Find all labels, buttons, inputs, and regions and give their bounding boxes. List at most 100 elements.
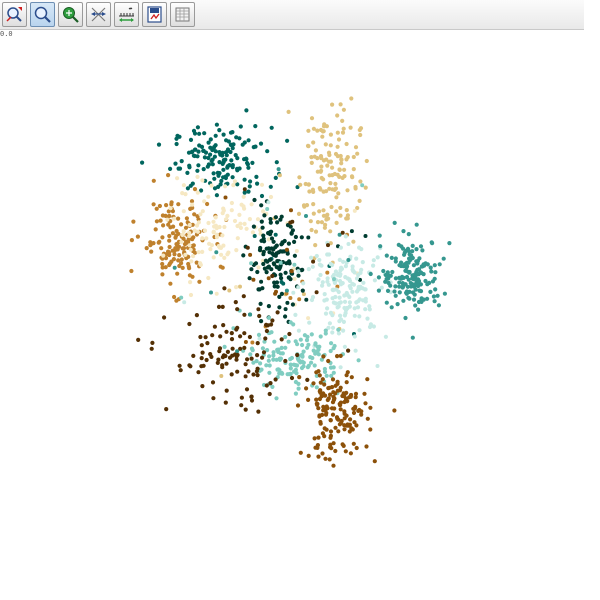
- scatter-point: [241, 194, 246, 199]
- scatter-point: [358, 132, 363, 138]
- scatter-point: [392, 220, 397, 225]
- data-table-button[interactable]: [170, 2, 195, 27]
- scatter-point: [238, 334, 243, 339]
- scatter-point: [298, 337, 303, 342]
- scatter-point: [235, 369, 240, 374]
- scatter-point: [341, 328, 346, 333]
- scatter-point: [307, 189, 312, 194]
- scatter-point: [283, 334, 288, 340]
- scatter-point: [200, 350, 205, 355]
- scatter-point: [262, 213, 267, 218]
- scatter-point: [268, 381, 273, 386]
- scatter-point: [235, 223, 240, 229]
- scatter-point: [333, 269, 338, 274]
- scatter-point: [279, 291, 284, 296]
- scatter-point: [363, 296, 368, 301]
- scatter-point: [296, 211, 302, 216]
- scatter-point: [230, 130, 235, 135]
- scatter-point: [442, 291, 447, 296]
- scatter-point: [316, 277, 321, 282]
- scatter-point: [247, 276, 252, 281]
- scatter-point: [348, 417, 353, 422]
- scatter-point: [335, 154, 340, 159]
- scatter-point: [235, 156, 240, 161]
- scatter-point: [335, 130, 340, 135]
- scatter-point: [221, 243, 226, 248]
- scatter-point: [247, 184, 252, 189]
- scatter-point: [160, 272, 165, 277]
- scatter-point: [351, 410, 357, 415]
- scatter-point: [261, 350, 267, 355]
- scatter-point: [413, 287, 418, 292]
- scatter-point: [265, 207, 270, 211]
- scatter-point: [230, 146, 235, 151]
- scatter-point: [360, 260, 365, 265]
- scatter-point: [371, 324, 376, 329]
- plot-area[interactable]: [0, 40, 584, 600]
- scatter-point: [356, 272, 361, 277]
- scatter-point: [338, 407, 343, 412]
- scatter-point: [392, 289, 397, 294]
- scatter-point: [314, 385, 319, 390]
- scatter-point: [200, 236, 205, 241]
- scatter-point: [140, 160, 145, 165]
- axis-settings-icon: [119, 7, 134, 22]
- pan-button[interactable]: [58, 2, 83, 27]
- scatter-point: [202, 131, 207, 136]
- scatter-point: [405, 284, 410, 289]
- scatter-point: [213, 223, 218, 228]
- scatter-point: [204, 236, 209, 241]
- scatter-point: [175, 247, 180, 252]
- scatter-point: [235, 168, 240, 173]
- scatter-point: [384, 253, 389, 258]
- save-figure-button[interactable]: [142, 2, 167, 27]
- scatter-point: [223, 400, 228, 405]
- scatter-point: [283, 358, 288, 364]
- scatter-point: [168, 166, 173, 171]
- zoom-in-out-button[interactable]: [2, 2, 27, 27]
- scatter-point: [293, 312, 298, 317]
- scatter-point: [383, 279, 388, 284]
- scatter-point: [313, 243, 318, 248]
- scatter-point: [353, 186, 358, 191]
- scatter-point: [312, 154, 317, 159]
- scatter-point: [256, 287, 261, 292]
- axis-settings-button[interactable]: [114, 2, 139, 27]
- zoom-button[interactable]: [30, 2, 55, 27]
- scatter-point: [357, 127, 362, 133]
- scatter-point: [430, 241, 435, 246]
- scatter-point: [298, 360, 303, 365]
- scatter-point: [190, 274, 195, 279]
- scatter-point: [322, 366, 327, 372]
- scatter-point: [298, 450, 303, 455]
- scatter-point: [321, 189, 326, 194]
- scatter-point: [420, 248, 425, 253]
- scatter-point: [336, 304, 341, 309]
- scatter-point: [250, 230, 255, 235]
- scatter-point: [416, 279, 422, 284]
- scatter-point: [233, 300, 238, 305]
- scatter-point: [196, 250, 201, 255]
- scatter-point: [234, 135, 239, 140]
- scatter-point: [261, 261, 266, 267]
- scatter-point: [195, 125, 200, 130]
- scatter-point: [342, 427, 347, 432]
- scatter-point: [347, 294, 352, 300]
- scatter-point: [173, 161, 178, 166]
- scatter-point: [238, 124, 243, 129]
- scatter-point: [283, 270, 288, 275]
- scatter-point: [263, 336, 268, 341]
- scatter-point: [274, 243, 279, 248]
- scatter-point: [181, 236, 186, 241]
- scatter-point: [384, 300, 389, 305]
- scatter-point: [267, 315, 271, 320]
- scatter-point: [359, 412, 364, 417]
- scatter-point: [246, 138, 251, 143]
- scatter-point: [304, 297, 309, 302]
- scatter-point: [400, 285, 405, 290]
- scatter-point: [188, 280, 193, 285]
- reset-axes-button[interactable]: [86, 2, 111, 27]
- scatter-point: [341, 107, 346, 112]
- scatter-point: [167, 252, 172, 258]
- scatter-point: [179, 257, 184, 262]
